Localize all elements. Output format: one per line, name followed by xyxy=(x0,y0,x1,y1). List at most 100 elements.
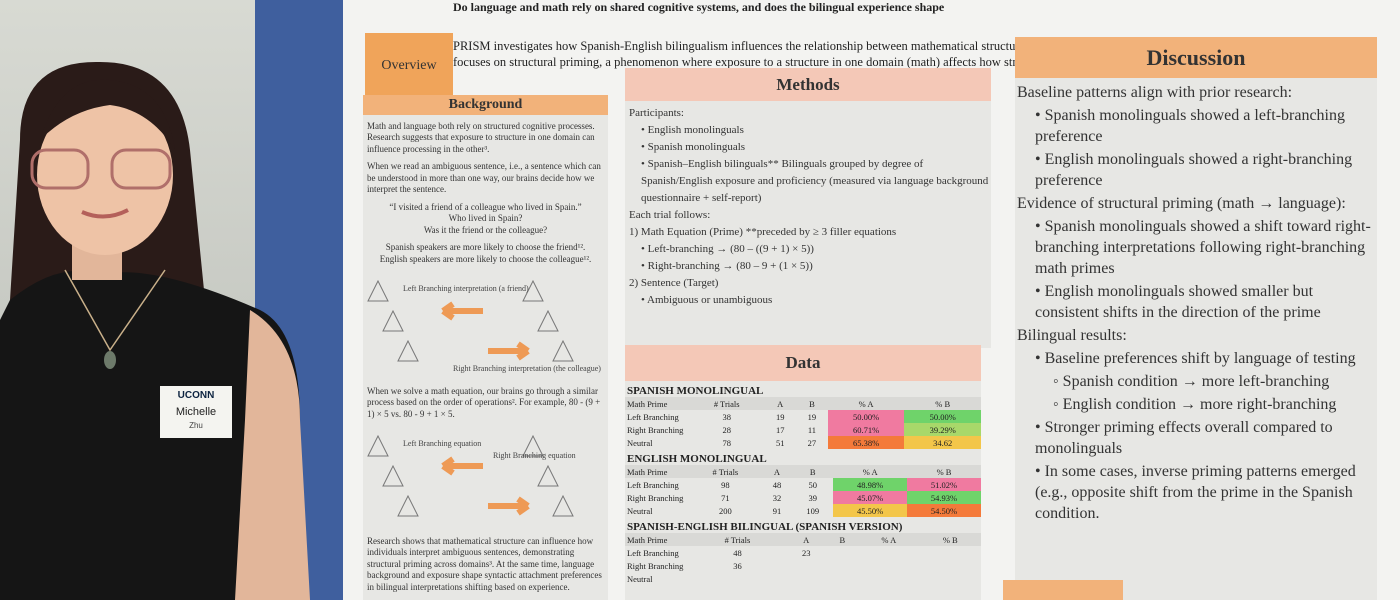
badge-org: UCONN xyxy=(178,390,215,401)
data-cell: 39 xyxy=(808,492,817,503)
methods-line: • Spanish monolinguals xyxy=(641,141,746,153)
data-cell: 54.50% xyxy=(907,504,981,517)
methods-line: Participants: xyxy=(629,107,684,119)
necklace xyxy=(64,269,166,352)
data-cell: 50.00% xyxy=(827,410,905,423)
data-cell: Left Branching xyxy=(627,479,679,490)
methods-line: • Ambiguous or unambiguous xyxy=(641,294,773,306)
data-cell: Right Branching xyxy=(627,424,684,435)
data-row: Right Branching 36 xyxy=(625,559,981,572)
data-table: Math Prime # Trials A B% A% B Left Branching… xyxy=(625,397,981,449)
name-badge xyxy=(160,386,232,438)
data-cell: 32 xyxy=(772,492,782,503)
data-cell: 51 xyxy=(775,437,785,448)
header-cell: % B xyxy=(907,465,981,478)
data-row: Left Branching 48 23 xyxy=(625,546,981,559)
tree-label: Right Branching equation xyxy=(493,451,576,460)
discussion-item: ◦ English condition → more right-branchi… xyxy=(1053,396,1337,413)
data-cell: 200 xyxy=(718,505,732,516)
section-title: Discussion xyxy=(1015,37,1377,78)
background-section: Background Math and language both rely on… xyxy=(363,95,608,600)
data-cell: Right Branching xyxy=(627,492,684,503)
header-cell: Math Prime xyxy=(625,465,689,478)
data-cell: 27 xyxy=(807,437,817,448)
intro-line: PRISM investigates how Spanish-English b… xyxy=(453,39,1167,53)
header-cell: # Trials xyxy=(689,533,786,546)
methods-line: • Right-branching → (80 – 9 + (1 × 5)) xyxy=(641,260,813,272)
preferences: Spanish speakers are more likely to choo… xyxy=(367,242,604,265)
data-cell: 78 xyxy=(722,437,731,448)
header-cell: A xyxy=(785,533,827,546)
example-line: “I visited a friend of a colleague who l… xyxy=(389,201,582,212)
discussion-item: • Baseline preferences shift by language… xyxy=(1035,350,1356,367)
section-title: Data xyxy=(625,345,981,381)
data-cell: 38 xyxy=(722,411,731,422)
data-cell: 91 xyxy=(772,505,782,516)
discussion-item: ◦ Spanish condition → more left-branchin… xyxy=(1053,373,1330,390)
data-cell: 48.98% xyxy=(833,478,908,491)
data-cell: 98 xyxy=(721,479,730,490)
paragraph: Math and language both rely on structure… xyxy=(367,120,595,154)
discussion-item: Bilingual results: xyxy=(1017,327,1127,344)
shirt xyxy=(0,270,300,600)
research-question: Do language and math rely on shared cogn… xyxy=(453,0,945,14)
methods-body: Participants: • English monolinguals • Spa… xyxy=(625,101,991,313)
data-cell: Neutral xyxy=(627,437,653,448)
data-cell: 11 xyxy=(807,424,816,435)
discussion-item: • Spanish monolinguals showed a shift to… xyxy=(1035,218,1371,277)
data-row: Left Branching 98 48 50 48.98% 51.02% xyxy=(625,478,981,491)
header-cell: % A xyxy=(827,397,905,410)
data-section: Data SPANISH MONOLINGUAL Math Prime # Trial… xyxy=(625,345,981,600)
methods-line: • Spanish–English bilinguals** Bilingual… xyxy=(641,158,989,204)
data-cell: 65.38% xyxy=(827,436,905,449)
tree-diagram: Left Branching interpretation (a friend)… xyxy=(367,279,601,373)
data-table: Math Prime # Trials A B% A% B Left Branching… xyxy=(625,465,981,517)
data-cell: 19 xyxy=(775,411,785,422)
data-cell: 45.07% xyxy=(833,491,908,504)
data-cell: 48 xyxy=(772,479,782,490)
data-cell: 17 xyxy=(775,424,785,435)
discussion-item: Baseline patterns align with prior resea… xyxy=(1017,84,1293,101)
table-title: SPANISH MONOLINGUAL xyxy=(627,385,764,397)
data-cell: 36 xyxy=(733,560,742,571)
glasses xyxy=(110,148,172,190)
discussion-item: • Stronger priming effects overall compa… xyxy=(1035,419,1333,457)
methods-line: Each trial follows: xyxy=(629,209,711,221)
data-cell: 60.71% xyxy=(827,423,905,436)
methods-line: • English monolinguals xyxy=(641,124,744,136)
discussion-item: • In some cases, inverse priming pattern… xyxy=(1035,463,1356,522)
data-cell: Neutral xyxy=(627,573,653,584)
header-cell: A xyxy=(764,397,797,410)
header-row: Math Prime # Trials A B% A% B xyxy=(625,465,981,478)
preference-line: Spanish speakers are more likely to choo… xyxy=(385,242,586,252)
header-row: Math Prime # Trials A B% A% B xyxy=(625,533,981,546)
person: UCONN Michelle Zhu xyxy=(0,61,310,600)
discussion-item: • English monolinguals showed smaller bu… xyxy=(1035,283,1321,321)
tree-label: Right Branching interpretation (the coll… xyxy=(453,364,601,373)
data-cell: 54.93% xyxy=(907,491,981,504)
data-cell: 39.29% xyxy=(904,423,981,436)
data-cell: 50.00% xyxy=(904,410,981,423)
tree-diagram: Left Branching equation Right Branching e… xyxy=(367,434,576,517)
header-cell: # Trials xyxy=(689,465,762,478)
data-cell: 71 xyxy=(721,492,730,503)
data-cell: 28 xyxy=(722,424,731,435)
data-cell: 23 xyxy=(801,547,811,558)
example-line: Who lived in Spain? xyxy=(448,213,523,223)
data-cell: 45.50% xyxy=(833,504,908,517)
header-cell: % B xyxy=(904,397,981,410)
header-cell: Math Prime xyxy=(625,533,689,546)
methods-section: Methods Participants: • English monolingua… xyxy=(625,68,991,348)
methods-line: 1) Math Equation (Prime) **preceded by ≥… xyxy=(629,226,897,238)
tree-label: Left Branching interpretation (a friend) xyxy=(403,284,529,293)
data-cell: Right Branching xyxy=(627,560,684,571)
data-row: Right Branching 71 32 39 45.07% 54.93% xyxy=(625,491,981,504)
header-cell: B xyxy=(792,465,834,478)
tree-label: Left Branching equation xyxy=(403,439,481,448)
discussion-item: Evidence of structural priming (math → l… xyxy=(1017,195,1346,212)
data-row: Right Branching 28 17 11 60.71% 39.29% xyxy=(625,423,981,436)
section-title: Methods xyxy=(625,68,991,101)
discussion-section: Discussion Baseline patterns align with p… xyxy=(1015,37,1377,600)
data-row: Left Branching 38 19 19 50.00% 50.00% xyxy=(625,410,981,423)
